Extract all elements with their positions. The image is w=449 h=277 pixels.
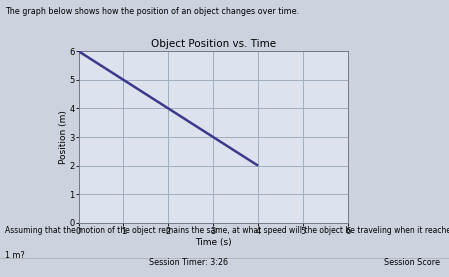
- Text: 1 m?: 1 m?: [5, 251, 25, 260]
- Title: Object Position vs. Time: Object Position vs. Time: [151, 39, 276, 49]
- Text: Assuming that the motion of the object remains the same, at what speed will the : Assuming that the motion of the object r…: [5, 226, 449, 235]
- Text: Session Timer: 3:26: Session Timer: 3:26: [149, 258, 228, 267]
- Text: Session Score: Session Score: [384, 258, 440, 267]
- Y-axis label: Position (m): Position (m): [59, 110, 68, 164]
- X-axis label: Time (s): Time (s): [195, 238, 232, 247]
- Text: The graph below shows how the position of an object changes over time.: The graph below shows how the position o…: [5, 7, 299, 16]
